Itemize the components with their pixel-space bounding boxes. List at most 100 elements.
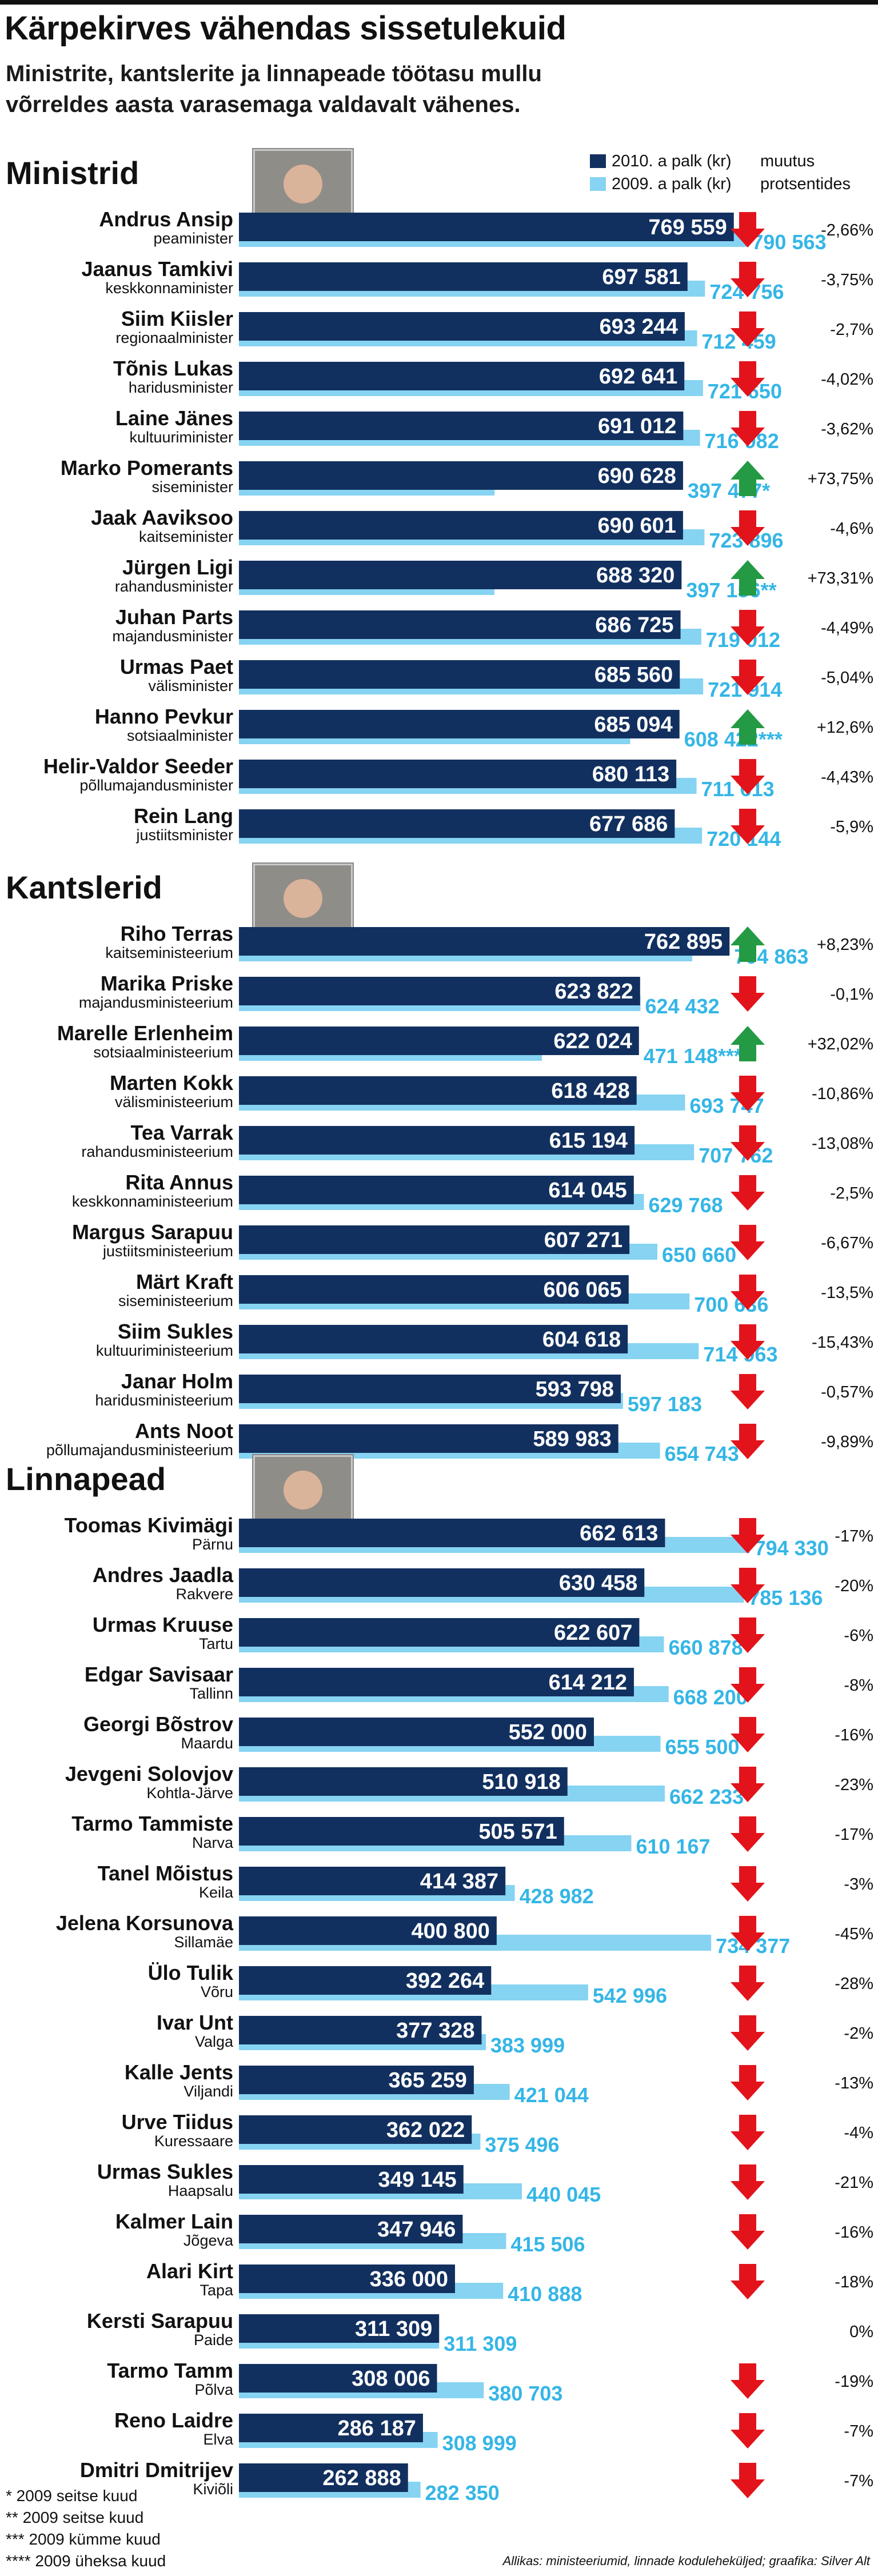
value-label-2009: 629 768 [648,1193,723,1217]
person-name: Rita Annus [125,1171,233,1194]
person-name: Tea Varrak [131,1121,234,1144]
arrow-up-icon [731,461,765,496]
change-percent: -7% [844,2422,873,2441]
bar-2010 [239,362,685,390]
bar-2010 [239,1618,640,1647]
person-role: Kuressaare [154,2132,233,2150]
arrow-down-icon [731,2463,765,2498]
arrow-down-icon [731,1717,765,1752]
value-label-2010: 308 006 [352,2367,430,2391]
change-percent: -4,6% [830,520,873,538]
change-percent: -21% [835,2174,873,2192]
value-label-2009: 397 477* [688,479,770,502]
value-label-2010: 400 800 [412,1919,490,1943]
value-label-2009: 471 148**** [644,1044,750,1068]
bar-2010 [239,1867,506,1895]
bar-2010 [239,1126,635,1155]
value-label-2010: 677 686 [589,812,668,836]
person-name: Siim Sukles [118,1320,233,1343]
bar-2010 [239,977,640,1005]
person-name: Tanel Mõistus [98,1862,233,1885]
bar-2010 [239,1817,564,1846]
person-role: Elva [203,2431,234,2448]
person-role: justiitsministeerium [102,1243,233,1260]
bar-2010 [239,710,680,738]
change-percent: -6% [844,1627,873,1645]
person-name: Hanno Pevkur [95,705,233,728]
value-label-2009: 428 982 [520,1884,594,1908]
person-name: Andrus Ansip [99,207,233,231]
arrow-down-icon [731,2065,765,2100]
value-label-2009: 542 996 [593,1984,667,2007]
arrow-down-icon [731,1866,765,1902]
change-header-line1: muutus [760,152,815,170]
person-name: Marelle Erlenheim [57,1021,233,1045]
value-label-2010: 685 560 [594,663,673,687]
person-name: Urve Tiidus [122,2110,233,2134]
footnote: *** 2009 kümme kuud [6,2530,161,2548]
arrow-down-icon [731,2363,765,2399]
person-name: Jaak Aaviksoo [91,506,233,529]
change-percent: -23% [835,1776,873,1794]
legend-label-2009: 2009. a palk (kr) [612,175,732,193]
change-percent: -2,7% [830,321,873,339]
portrait-icon-head [284,1471,322,1509]
person-name: Marika Priske [101,972,233,995]
person-name: Juhan Parts [115,605,233,629]
value-label-2009: 421 044 [514,2083,589,2107]
footnote: **** 2009 üheksa kuud [6,2552,166,2570]
bar-2010 [239,412,684,440]
arrow-down-icon [731,1424,765,1459]
change-percent: 0% [849,2323,873,2341]
arrow-down-icon [731,2164,765,2200]
value-label-2010: 311 309 [355,2317,432,2341]
bar-2010 [239,760,677,788]
bar-2010 [239,1966,492,1995]
footnote: * 2009 seitse kuud [6,2487,138,2505]
bar-2010 [239,1424,618,1453]
value-label-2010: 690 628 [598,464,676,488]
person-role: Keila [199,1884,234,1901]
person-name: Kalle Jents [125,2060,233,2084]
person-name: Jürgen Ligi [122,556,233,579]
value-label-2009: 790 563 [752,230,826,254]
bar-2010 [239,561,682,589]
arrow-down-icon [731,759,765,794]
value-label-2009: 650 660 [662,1243,736,1267]
value-label-2009: 654 743 [665,1442,739,1465]
portrait-icon-head [284,165,322,203]
bar-2010 [239,511,683,540]
value-label-2009: 662 233 [669,1785,744,1808]
arrow-down-icon [731,1518,765,1553]
legend-label-2010: 2010. a palk (kr) [612,152,732,170]
arrow-down-icon [731,1618,765,1653]
footnotes: * 2009 seitse kuud ** 2009 seitse kuud *… [6,2485,166,2572]
person-name: Helir-Valdor Seeder [43,754,233,778]
arrow-down-icon [731,1175,765,1211]
bar-2010 [239,1325,628,1353]
value-label-2009: 624 432 [645,995,719,1018]
arrow-down-icon [731,1568,765,1603]
value-label-2010: 618 428 [551,1079,629,1103]
bar-2010 [239,2016,482,2044]
person-role: Tallinn [189,1685,233,1702]
change-percent: -17% [835,1527,873,1545]
arrow-up-icon [731,926,765,962]
portrait-icon-head [284,879,322,918]
value-label-2010: 630 458 [559,1571,637,1595]
arrow-down-icon [731,510,765,546]
value-label-2010: 762 895 [644,930,723,954]
bar-2010 [239,2364,437,2393]
value-label-2010: 680 113 [592,762,669,786]
arrow-down-icon [731,2264,765,2299]
arrow-up-icon [731,560,765,596]
person-name: Kalmer Lain [115,2210,233,2233]
person-name: Ivar Unt [157,2011,233,2034]
bar-2010 [239,312,685,341]
arrow-down-icon [731,1225,765,1260]
arrow-down-icon [731,262,765,297]
page-subtitle: Ministrite, kantslerite ja linnapeade tö… [6,61,542,117]
bar-2010 [239,2314,440,2343]
change-percent: -18% [835,2273,873,2291]
person-name: Margus Sarapuu [72,1220,233,1244]
